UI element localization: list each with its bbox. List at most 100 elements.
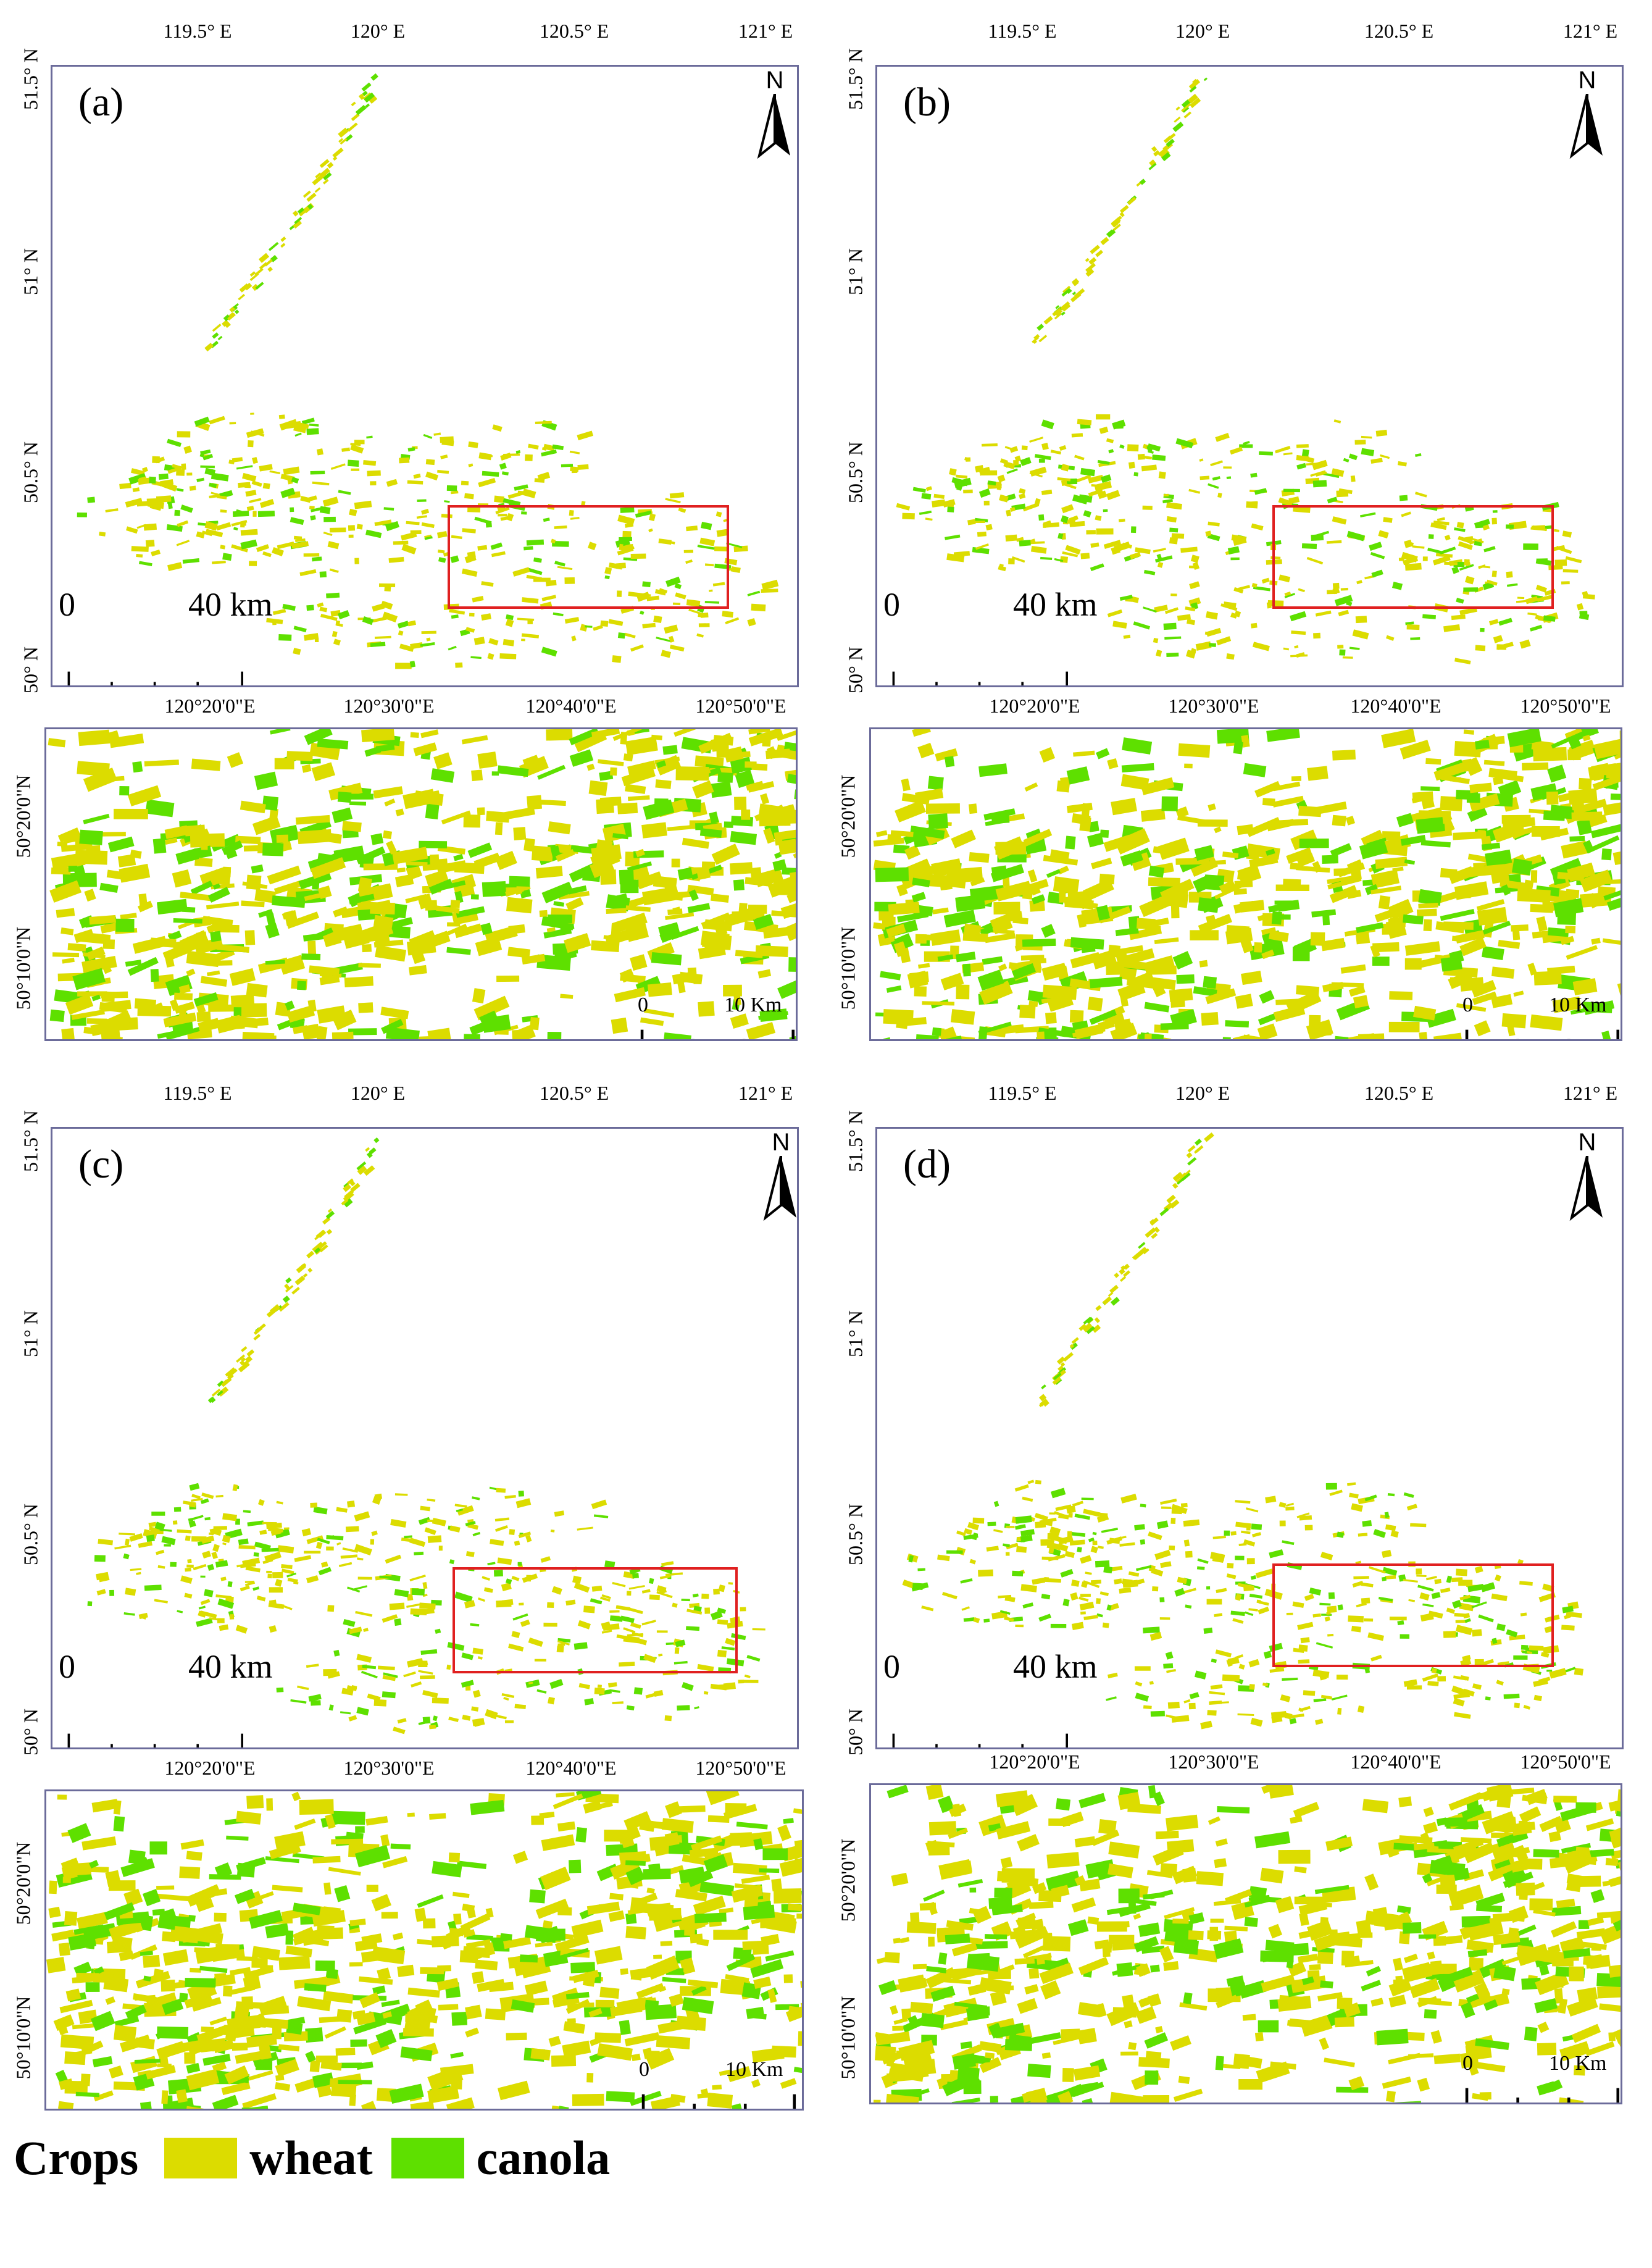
crop-field-patch bbox=[283, 2031, 308, 2042]
crop-field-patch bbox=[696, 633, 704, 638]
crop-field-patch bbox=[1403, 1953, 1418, 1964]
crop-field-patch bbox=[186, 2069, 220, 2091]
crop-field-patch bbox=[694, 1912, 727, 1923]
crop-field-patch bbox=[935, 748, 958, 762]
crop-field-patch bbox=[1564, 1613, 1572, 1620]
crop-field-patch bbox=[307, 1268, 313, 1273]
crop-field-patch bbox=[1399, 1835, 1433, 1844]
crop-field-patch bbox=[293, 648, 301, 655]
crop-field-patch bbox=[1208, 521, 1220, 527]
crop-field-patch bbox=[251, 480, 262, 487]
crop-field-patch bbox=[987, 1521, 996, 1526]
crop-field-patch bbox=[49, 1009, 65, 1023]
crop-field-patch bbox=[1591, 1943, 1602, 1951]
crop-field-patch bbox=[251, 864, 264, 874]
crop-field-patch bbox=[1597, 1985, 1621, 1999]
crop-field-patch bbox=[1491, 1638, 1498, 1644]
crop-field-patch bbox=[524, 546, 533, 551]
crop-field-patch bbox=[227, 1581, 233, 1588]
crop-field-patch bbox=[936, 1978, 972, 1985]
crop-field-patch bbox=[554, 1934, 590, 1952]
crop-field-patch bbox=[551, 2054, 577, 2067]
crop-field-patch bbox=[437, 1965, 451, 1972]
crop-field-patch bbox=[1580, 869, 1612, 893]
crop-field-patch bbox=[1606, 893, 1621, 911]
crop-field-patch bbox=[327, 162, 334, 169]
crop-field-patch bbox=[620, 1968, 628, 1975]
crop-field-patch bbox=[910, 826, 945, 839]
crop-field-patch bbox=[494, 1525, 508, 1532]
crop-field-patch bbox=[597, 1684, 603, 1688]
legend-label-wheat: wheat bbox=[249, 2131, 373, 2185]
crop-field-patch bbox=[1160, 1561, 1172, 1568]
crop-field-patch bbox=[165, 957, 175, 968]
crop-field-patch bbox=[619, 518, 624, 521]
crop-field-patch bbox=[1510, 826, 1525, 839]
crop-field-patch bbox=[151, 1511, 165, 1516]
crop-field-patch bbox=[745, 908, 755, 920]
crop-field-patch bbox=[1348, 1615, 1364, 1623]
crop-field-patch bbox=[467, 551, 476, 559]
crop-field-patch bbox=[215, 1015, 243, 1034]
crop-field-patch bbox=[651, 952, 682, 966]
crop-field-patch bbox=[264, 1551, 282, 1563]
inset-lon-tick: 120°20'0"E bbox=[989, 1751, 1080, 1773]
crop-field-patch bbox=[946, 1967, 972, 1979]
crop-field-patch bbox=[923, 1889, 945, 1902]
crop-field-patch bbox=[765, 1950, 795, 1962]
crop-field-patch bbox=[759, 1008, 788, 1023]
crop-field-patch bbox=[625, 1860, 646, 1866]
crop-field-patch bbox=[325, 1210, 335, 1220]
crop-field-patch bbox=[448, 1717, 459, 1722]
crop-field-patch bbox=[624, 2032, 660, 2047]
crop-field-patch bbox=[284, 1283, 290, 1290]
crop-field-patch bbox=[477, 751, 498, 769]
crop-field-patch bbox=[462, 1929, 475, 1938]
crop-field-patch bbox=[956, 984, 970, 1000]
crop-field-patch bbox=[447, 1642, 465, 1651]
crop-field-patch bbox=[1278, 1849, 1311, 1864]
crop-field-patch bbox=[350, 1182, 361, 1192]
crop-field-patch bbox=[257, 1996, 288, 2017]
crop-field-patch bbox=[268, 1602, 285, 1609]
crop-field-patch bbox=[1170, 2035, 1191, 2051]
crop-field-patch bbox=[1061, 504, 1074, 514]
crop-field-patch bbox=[1313, 632, 1321, 639]
crop-field-patch bbox=[1415, 453, 1422, 457]
crop-field-patch bbox=[293, 1025, 309, 1034]
crop-field-patch bbox=[1102, 1296, 1112, 1305]
crop-field-patch bbox=[176, 540, 190, 546]
crop-field-patch bbox=[898, 2040, 935, 2061]
crop-field-patch bbox=[423, 433, 433, 439]
crop-field-patch bbox=[896, 503, 911, 511]
crop-field-patch bbox=[280, 243, 286, 248]
crop-field-patch bbox=[656, 2035, 691, 2049]
crop-field-patch bbox=[624, 632, 636, 638]
crop-field-patch bbox=[1081, 803, 1090, 818]
crop-field-patch bbox=[927, 776, 944, 790]
crop-field-patch bbox=[397, 1718, 407, 1724]
crop-field-patch bbox=[1478, 1614, 1494, 1623]
crop-field-patch bbox=[1252, 642, 1270, 651]
crop-field-patch bbox=[1587, 1860, 1596, 1865]
crop-field-patch bbox=[1119, 519, 1125, 522]
crop-field-patch bbox=[232, 511, 249, 517]
crop-field-patch bbox=[1152, 1586, 1159, 1592]
crop-field-patch bbox=[341, 447, 350, 452]
lat-tick: 51.5° N bbox=[844, 48, 867, 110]
crop-field-patch bbox=[113, 2025, 137, 2043]
crop-field-patch bbox=[99, 1577, 110, 1583]
crop-field-patch bbox=[1119, 595, 1133, 601]
crop-field-patch bbox=[357, 1165, 367, 1175]
crop-field-patch bbox=[52, 952, 80, 958]
crop-field-patch bbox=[1241, 971, 1262, 985]
crop-field-patch bbox=[333, 638, 341, 646]
crop-field-patch bbox=[77, 1912, 108, 1930]
crop-field-patch bbox=[1548, 927, 1569, 937]
crop-field-patch bbox=[893, 1938, 901, 1944]
crop-field-patch bbox=[1249, 1684, 1255, 1690]
north-arrow-letter: N bbox=[1578, 1129, 1596, 1156]
crop-field-patch bbox=[125, 960, 142, 967]
crop-field-patch bbox=[907, 2015, 920, 2028]
crop-field-patch bbox=[1458, 541, 1473, 550]
